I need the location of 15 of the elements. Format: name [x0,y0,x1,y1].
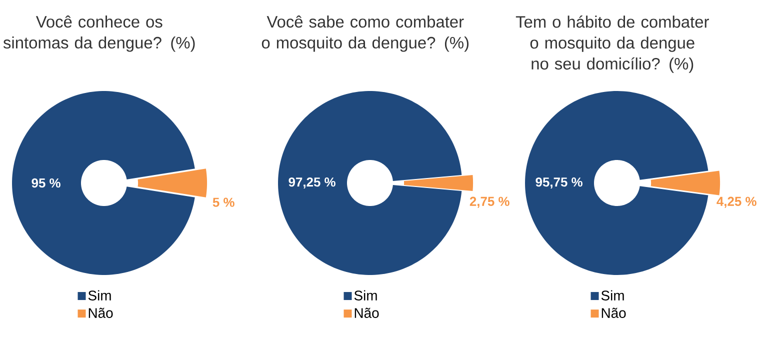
legend-label: Não [354,308,379,318]
data-label: 5 % [212,198,234,207]
legend-label: Não [88,308,113,318]
data-label: 97,25 % [288,177,336,189]
data-label: 95 % [32,178,60,188]
data-label: 2,75 % [470,196,510,208]
data-label: 95,75 % [536,177,582,189]
chart-title: Você conhece os sintomas da dengue? (%) [3,15,195,52]
chart-title: Você sabe como combater o mosquito da dengue? (%) [262,15,468,52]
legend-label: Sim [601,290,624,300]
legend-label: Sim [88,290,111,300]
legend-label: Sim [354,290,377,300]
legend-label: Não [602,308,626,318]
data-label: 4,25 % [716,196,756,208]
chart-title: Tem o hábito de combater o mosquito da dengue no seu domicílio? (%) [516,15,709,73]
